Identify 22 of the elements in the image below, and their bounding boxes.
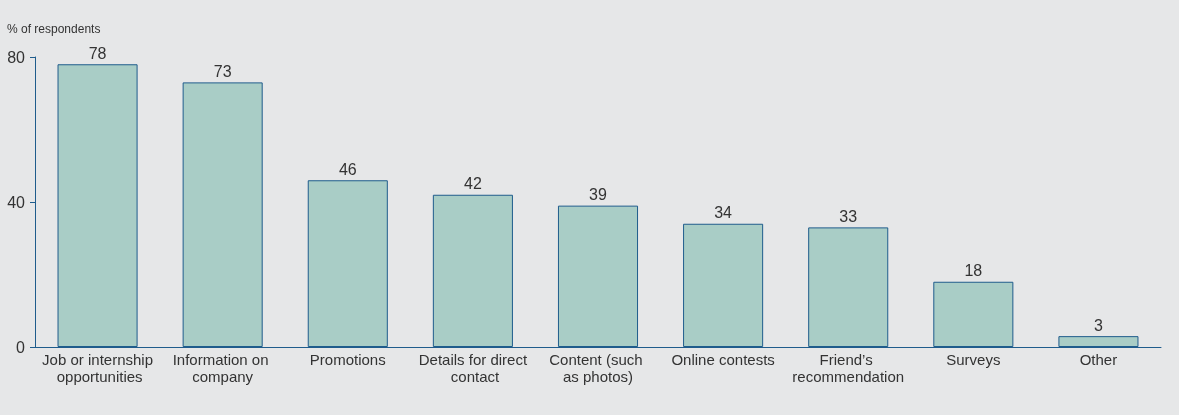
y-tick-label: 0 — [16, 338, 26, 356]
data-label: 33 — [839, 207, 858, 225]
data-label: 46 — [338, 160, 357, 178]
y-tick-label: 40 — [7, 193, 26, 211]
data-label: 78 — [88, 44, 107, 62]
data-label: 39 — [589, 186, 607, 204]
x-tick-label: Online contests — [671, 351, 775, 368]
x-tick-label: Content (such as photos) — [549, 351, 647, 385]
x-tick-label: Friend’s recommendation — [792, 351, 905, 385]
x-tick-label: Promotions — [309, 351, 386, 368]
data-label: 34 — [714, 204, 733, 222]
x-tick-label: Job or internship opportunities — [42, 351, 154, 385]
y-tick-label: 80 — [7, 48, 26, 66]
data-label: 18 — [964, 262, 983, 280]
x-tick-label: Surveys — [946, 351, 1001, 368]
x-tick-label: Other — [1079, 351, 1118, 368]
data-label: 73 — [213, 62, 232, 80]
y-axis-title: % of respondents — [7, 22, 101, 36]
data-label: 42 — [463, 175, 482, 193]
x-tick-label: Information on company — [172, 351, 273, 385]
x-tick-label: Details for direct contact — [418, 351, 528, 385]
data-label: 3 — [1093, 316, 1103, 334]
